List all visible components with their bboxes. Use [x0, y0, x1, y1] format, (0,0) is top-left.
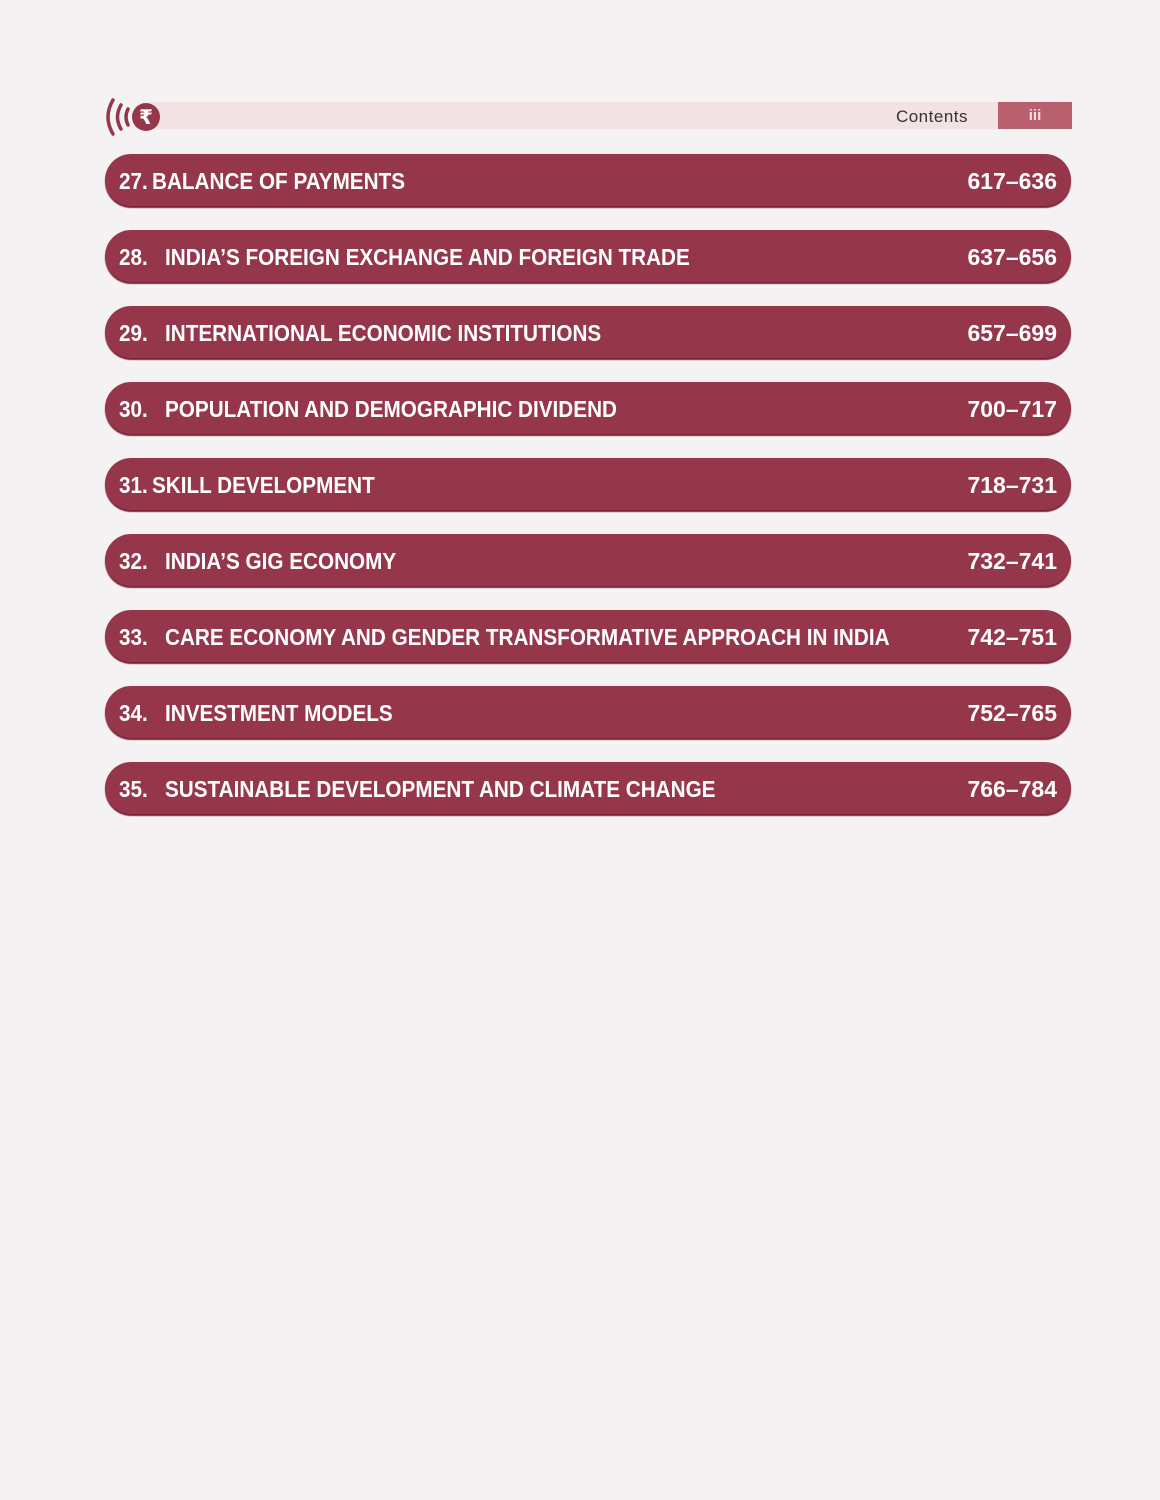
toc-entry[interactable]: 33. CARE ECONOMY AND GENDER TRANSFORMATIV… — [105, 610, 1071, 662]
chapter-number: 29. — [119, 320, 148, 346]
chapter-title: INDIA’S GIG ECONOMY — [165, 548, 397, 574]
rupee-signal-icon: ₹ — [106, 98, 160, 136]
toc-entry[interactable]: 30. POPULATION AND DEMOGRAPHIC DIVIDEND 70… — [105, 382, 1071, 434]
chapter-number: 27. — [119, 168, 148, 194]
page-range: 718–731 — [967, 472, 1057, 498]
page-range: 766–784 — [967, 776, 1057, 802]
header-title: Contents — [895, 107, 968, 126]
chapter-title: INVESTMENT MODELS — [165, 700, 393, 726]
chapter-title: INDIA’S FOREIGN EXCHANGE AND FOREIGN TRA… — [165, 244, 690, 270]
running-header: Contents iii — [150, 102, 1072, 129]
page-number: iii — [998, 102, 1072, 129]
chapter-number: 31. — [119, 472, 148, 498]
chapter-number: 34. — [119, 700, 148, 726]
chapter-title: CARE ECONOMY AND GENDER TRANSFORMATIVE A… — [165, 624, 890, 650]
chapter-title: SKILL DEVELOPMENT — [152, 472, 375, 498]
page-range: 742–751 — [967, 624, 1057, 650]
chapter-title: POPULATION AND DEMOGRAPHIC DIVIDEND — [165, 396, 617, 422]
page-range: 657–699 — [967, 320, 1057, 346]
svg-text:₹: ₹ — [139, 105, 153, 129]
chapter-title: INTERNATIONAL ECONOMIC INSTITUTIONS — [165, 320, 602, 346]
toc-entry[interactable]: 35. SUSTAINABLE DEVELOPMENT AND CLIMATE C… — [105, 762, 1071, 814]
page-range: 732–741 — [967, 548, 1057, 574]
toc-entry[interactable]: 27. BALANCE OF PAYMENTS 617–636 — [105, 154, 1071, 206]
chapter-number: 32. — [119, 548, 148, 574]
toc-entry[interactable]: 29. INTERNATIONAL ECONOMIC INSTITUTIONS 65… — [105, 306, 1071, 358]
toc-entry[interactable]: 32. INDIA’S GIG ECONOMY 732–741 — [105, 534, 1071, 586]
page-range: 617–636 — [967, 168, 1057, 194]
chapter-title: BALANCE OF PAYMENTS — [152, 168, 406, 194]
chapter-number: 30. — [119, 396, 148, 422]
chapter-number: 33. — [119, 624, 148, 650]
toc-entry[interactable]: 34. INVESTMENT MODELS 752–765 — [105, 686, 1071, 738]
page-range: 637–656 — [967, 244, 1057, 270]
chapter-title: SUSTAINABLE DEVELOPMENT AND CLIMATE CHAN… — [165, 776, 716, 802]
page-range: 700–717 — [967, 396, 1057, 422]
toc-entry[interactable]: 31. SKILL DEVELOPMENT 718–731 — [105, 458, 1071, 510]
chapter-number: 35. — [119, 776, 148, 802]
page-range: 752–765 — [967, 700, 1057, 726]
toc-entry[interactable]: 28. INDIA’S FOREIGN EXCHANGE AND FOREIGN … — [105, 230, 1071, 282]
chapter-number: 28. — [119, 244, 148, 270]
